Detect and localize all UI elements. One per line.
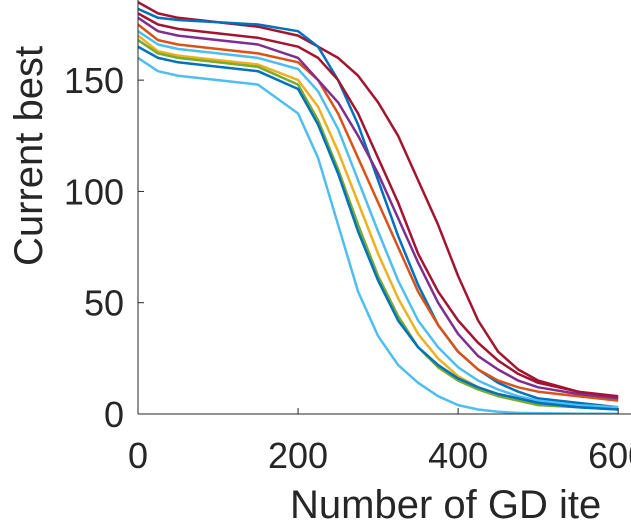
series-line xyxy=(138,12,619,398)
x-tick-label: 600 xyxy=(588,435,631,476)
series-line xyxy=(138,23,619,402)
series-line xyxy=(138,30,619,409)
x-tick-label: 200 xyxy=(268,435,328,476)
y-tick-label: 50 xyxy=(84,283,124,324)
y-tick-label: 0 xyxy=(104,394,124,435)
series-line xyxy=(138,16,619,400)
x-axis-label: Number of GD ite xyxy=(290,483,601,527)
y-tick-label: 150 xyxy=(64,60,124,101)
y-tick-label: 100 xyxy=(64,171,124,212)
series-line xyxy=(138,39,619,411)
plot-area xyxy=(138,1,619,414)
y-axis-label: Current best xyxy=(7,46,51,266)
series-line xyxy=(138,34,619,411)
series-line xyxy=(138,56,619,414)
series-line xyxy=(138,45,619,411)
x-tick-label: 400 xyxy=(428,435,488,476)
x-tick-label: 0 xyxy=(128,435,148,476)
series-line xyxy=(138,7,619,409)
